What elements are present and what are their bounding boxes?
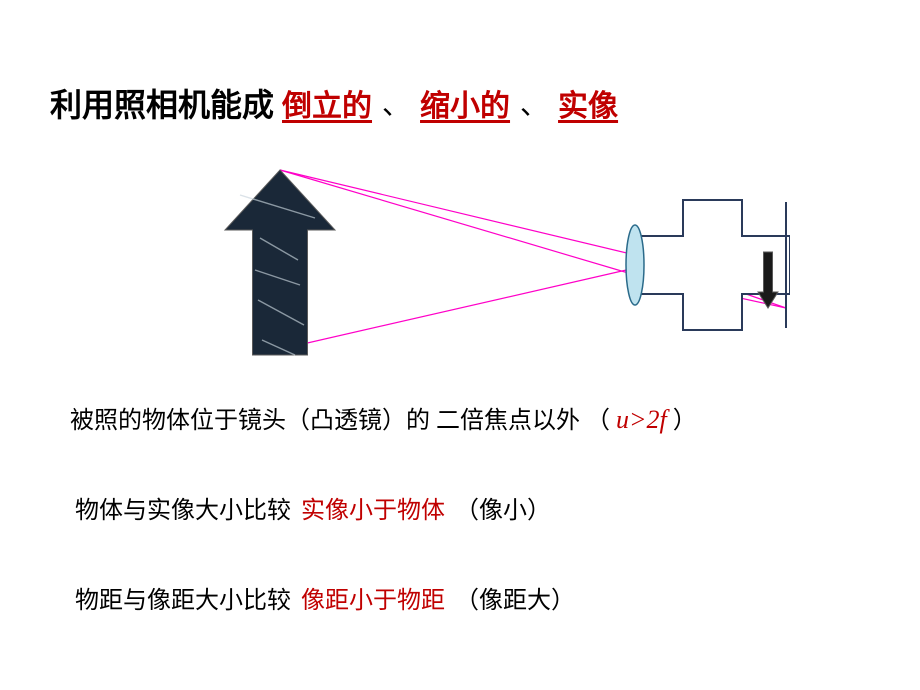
optics-svg <box>150 160 790 380</box>
paren-close: ） <box>673 400 697 435</box>
pos-value: 二倍焦点以外 <box>436 400 580 435</box>
size-answer: 实像小于物体 <box>301 490 445 525</box>
dist-note: （像距大） <box>455 580 575 615</box>
paren-open: （ <box>586 400 610 435</box>
title-part-3: 实像 <box>558 81 618 125</box>
dist-answer: 像距小于物距 <box>301 580 445 615</box>
statement-size: 物体与实像大小比较 实像小于物体 （像小） <box>75 490 551 525</box>
title-sep-2: 、 <box>520 83 548 123</box>
optics-diagram <box>150 160 790 380</box>
size-note: （像小） <box>455 490 551 525</box>
title-part-1: 倒立的 <box>282 81 372 125</box>
title-part-2: 缩小的 <box>420 81 510 125</box>
title-sep-1: 、 <box>382 83 410 123</box>
formula-u2f: u>2f <box>616 405 667 435</box>
statement-position: 被照的物体位于镜头（凸透镜）的 二倍焦点以外 （ u>2f ） <box>70 400 697 435</box>
size-label: 物体与实像大小比较 <box>75 490 291 525</box>
pos-prefix: 被照的物体位于镜头（凸透镜）的 <box>70 400 430 435</box>
title-line: 利用照相机能成 倒立的 、 缩小的 、 实像 <box>50 80 618 126</box>
dist-label: 物距与像距大小比较 <box>75 580 291 615</box>
title-prefix: 利用照相机能成 <box>50 80 274 126</box>
statement-distance: 物距与像距大小比较 像距小于物距 （像距大） <box>75 580 575 615</box>
